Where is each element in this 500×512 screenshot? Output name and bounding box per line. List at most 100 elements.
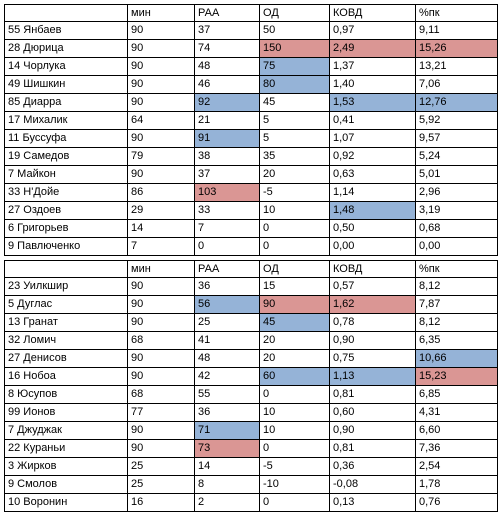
raa-cell: 37 [194, 165, 260, 184]
pk-percent-cell: 0,00 [415, 237, 498, 256]
od-cell: 20 [259, 165, 330, 184]
header-row: мин РАА ОД КОВД %пк [4, 4, 498, 22]
player-name-cell: 99 Ионов [4, 403, 128, 422]
header-od: ОД [259, 260, 330, 278]
table-row: 9 Смолов 25 8 -10 -0,08 1,78 [4, 475, 498, 494]
player-name-cell: 33 Н'Дойе [4, 183, 128, 202]
table-row: 33 Н'Дойе 86 103 -5 1,14 2,96 [4, 183, 498, 202]
kovd-cell: 0,13 [329, 493, 416, 512]
pk-percent-cell: 9,11 [415, 21, 498, 40]
header-row: мин РАА ОД КОВД %пк [4, 260, 498, 278]
header-kovd: КОВД [329, 4, 416, 22]
player-name-cell: 13 Гранат [4, 313, 128, 332]
minutes-cell: 90 [127, 277, 195, 296]
player-name-cell: 19 Самедов [4, 147, 128, 166]
player-name-cell: 3 Жирков [4, 457, 128, 476]
raa-cell: 14 [194, 457, 260, 476]
player-name-cell: 85 Диарра [4, 93, 128, 112]
table-row: 23 Уилкшир 90 36 15 0,57 8,12 [4, 277, 498, 296]
player-name-cell: 49 Шишкин [4, 75, 128, 94]
minutes-cell: 86 [127, 183, 195, 202]
player-name-cell: 7 Джуджак [4, 421, 128, 440]
raa-cell: 2 [194, 493, 260, 512]
header-kovd: КОВД [329, 260, 416, 278]
pk-percent-cell: 8,12 [415, 313, 498, 332]
table-row: 49 Шишкин 90 46 80 1,40 7,06 [4, 75, 498, 94]
kovd-cell: 0,41 [329, 111, 416, 130]
pk-percent-cell: 3,19 [415, 201, 498, 220]
od-cell: 150 [259, 39, 330, 58]
minutes-cell: 29 [127, 201, 195, 220]
minutes-cell: 90 [127, 295, 195, 314]
od-cell: 20 [259, 331, 330, 350]
player-name-cell: 7 Майкон [4, 165, 128, 184]
raa-cell: 103 [194, 183, 260, 202]
header-od: ОД [259, 4, 330, 22]
od-cell: 45 [259, 93, 330, 112]
pk-percent-cell: 1,78 [415, 475, 498, 494]
od-cell: 75 [259, 57, 330, 76]
od-cell: 0 [259, 237, 330, 256]
player-name-cell: 6 Григорьев [4, 219, 128, 238]
raa-cell: 56 [194, 295, 260, 314]
table-row: 32 Ломич 68 41 20 0,90 6,35 [4, 331, 498, 350]
player-name-cell: 55 Янбаев [4, 21, 128, 40]
kovd-cell: 1,13 [329, 367, 416, 386]
table-row: 7 Джуджак 90 71 10 0,90 6,60 [4, 421, 498, 440]
pk-percent-cell: 15,26 [415, 39, 498, 58]
pk-percent-cell: 15,23 [415, 367, 498, 386]
table-row: 7 Майкон 90 37 20 0,63 5,01 [4, 165, 498, 184]
player-name-cell: 27 Оздоев [4, 201, 128, 220]
kovd-cell: 1,37 [329, 57, 416, 76]
table-row: 22 Кураньи 90 73 0 0,81 7,36 [4, 439, 498, 458]
kovd-cell: 0,78 [329, 313, 416, 332]
kovd-cell: 0,97 [329, 21, 416, 40]
raa-cell: 21 [194, 111, 260, 130]
kovd-cell: 2,49 [329, 39, 416, 58]
kovd-cell: 1,48 [329, 201, 416, 220]
od-cell: 5 [259, 129, 330, 148]
pk-percent-cell: 2,96 [415, 183, 498, 202]
od-cell: 60 [259, 367, 330, 386]
pk-percent-cell: 8,12 [415, 277, 498, 296]
table-row: 99 Ионов 77 36 10 0,60 4,31 [4, 403, 498, 422]
table-row: 14 Чорлука 90 48 75 1,37 13,21 [4, 57, 498, 76]
pk-percent-cell: 0,68 [415, 219, 498, 238]
raa-cell: 8 [194, 475, 260, 494]
kovd-cell: 0,90 [329, 331, 416, 350]
od-cell: 20 [259, 349, 330, 368]
raa-cell: 46 [194, 75, 260, 94]
minutes-cell: 68 [127, 331, 195, 350]
minutes-cell: 90 [127, 57, 195, 76]
raa-cell: 36 [194, 403, 260, 422]
pk-percent-cell: 13,21 [415, 57, 498, 76]
pk-percent-cell: 7,06 [415, 75, 498, 94]
pk-percent-cell: 6,85 [415, 385, 498, 404]
kovd-cell: 1,07 [329, 129, 416, 148]
player-name-cell: 27 Денисов [4, 349, 128, 368]
od-cell: 10 [259, 421, 330, 440]
kovd-cell: 0,81 [329, 439, 416, 458]
raa-cell: 74 [194, 39, 260, 58]
minutes-cell: 64 [127, 111, 195, 130]
kovd-cell: 0,50 [329, 219, 416, 238]
header-raa: РАА [194, 260, 260, 278]
minutes-cell: 25 [127, 457, 195, 476]
od-cell: 80 [259, 75, 330, 94]
raa-cell: 73 [194, 439, 260, 458]
minutes-cell: 77 [127, 403, 195, 422]
minutes-cell: 90 [127, 421, 195, 440]
raa-cell: 42 [194, 367, 260, 386]
player-name-cell: 9 Смолов [4, 475, 128, 494]
table-row: 27 Оздоев 29 33 10 1,48 3,19 [4, 201, 498, 220]
od-cell: -5 [259, 183, 330, 202]
player-name-cell: 14 Чорлука [4, 57, 128, 76]
od-cell: -10 [259, 475, 330, 494]
player-name-cell: 8 Юсупов [4, 385, 128, 404]
player-name-cell: 5 Дуглас [4, 295, 128, 314]
od-cell: 10 [259, 403, 330, 422]
pk-percent-cell: 5,01 [415, 165, 498, 184]
pk-percent-cell: 0,76 [415, 493, 498, 512]
raa-cell: 38 [194, 147, 260, 166]
raa-cell: 36 [194, 277, 260, 296]
